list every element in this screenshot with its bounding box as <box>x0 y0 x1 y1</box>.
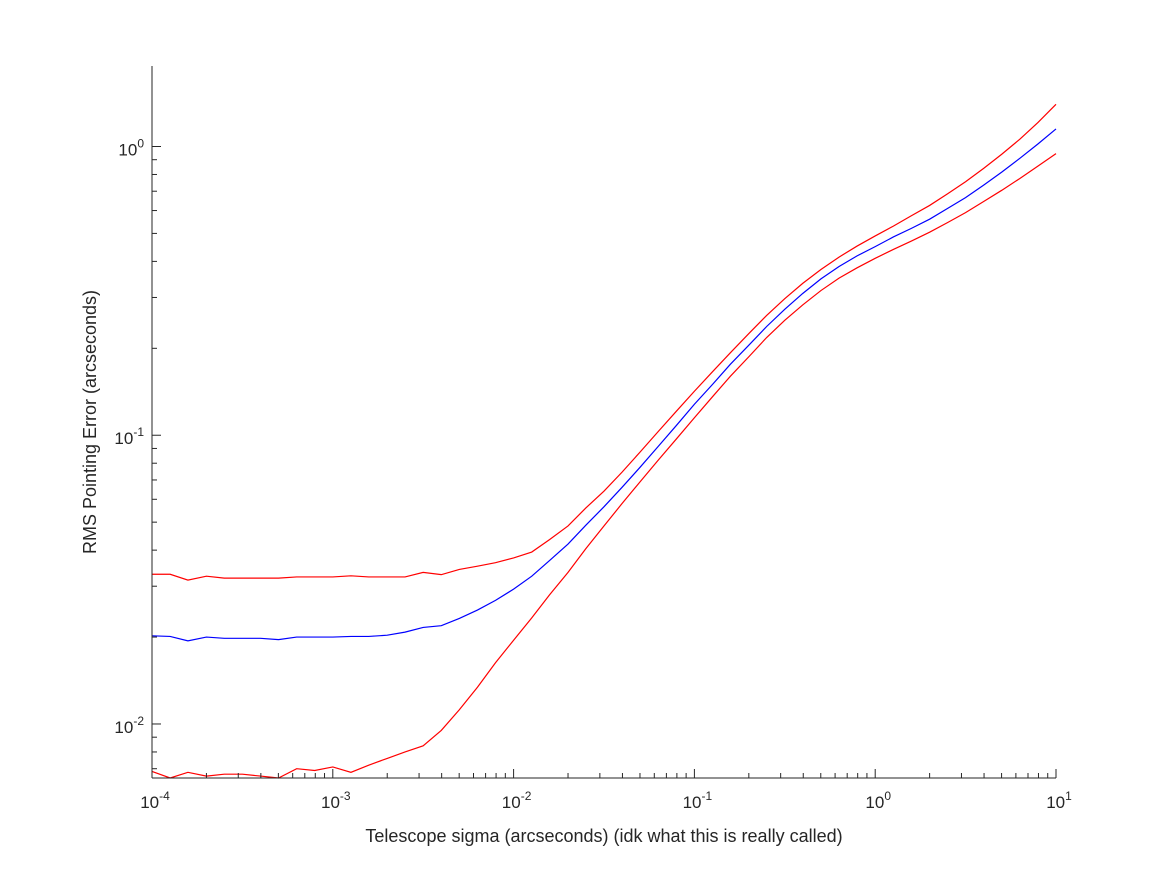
x-tick-label: 10-4 <box>140 789 170 812</box>
series-layer <box>151 103 1057 779</box>
y-axis-title: RMS Pointing Error (arcseconds) <box>80 290 100 554</box>
y-tick-label: 100 <box>118 136 144 159</box>
y-tick-label: 10-2 <box>114 714 144 737</box>
series-line-1 <box>152 103 1057 581</box>
x-tick-label: 10-1 <box>683 789 713 812</box>
x-tick-label: 10-2 <box>502 789 532 812</box>
x-tick-label: 100 <box>865 789 891 812</box>
series-line-2 <box>151 128 1057 642</box>
series-line-3 <box>151 153 1057 779</box>
x-tick-label: 10-3 <box>321 789 351 812</box>
x-tick-label: 101 <box>1046 789 1072 812</box>
y-tick-label: 10-1 <box>114 425 144 448</box>
ticks <box>151 145 1057 778</box>
x-axis-title: Telescope sigma (arcseconds) (idk what t… <box>365 826 842 846</box>
tick-labels: 10-4 10-3 10-2 10-1 100 101 10-2 10-1 100 <box>114 136 1072 812</box>
axes <box>151 66 1056 779</box>
